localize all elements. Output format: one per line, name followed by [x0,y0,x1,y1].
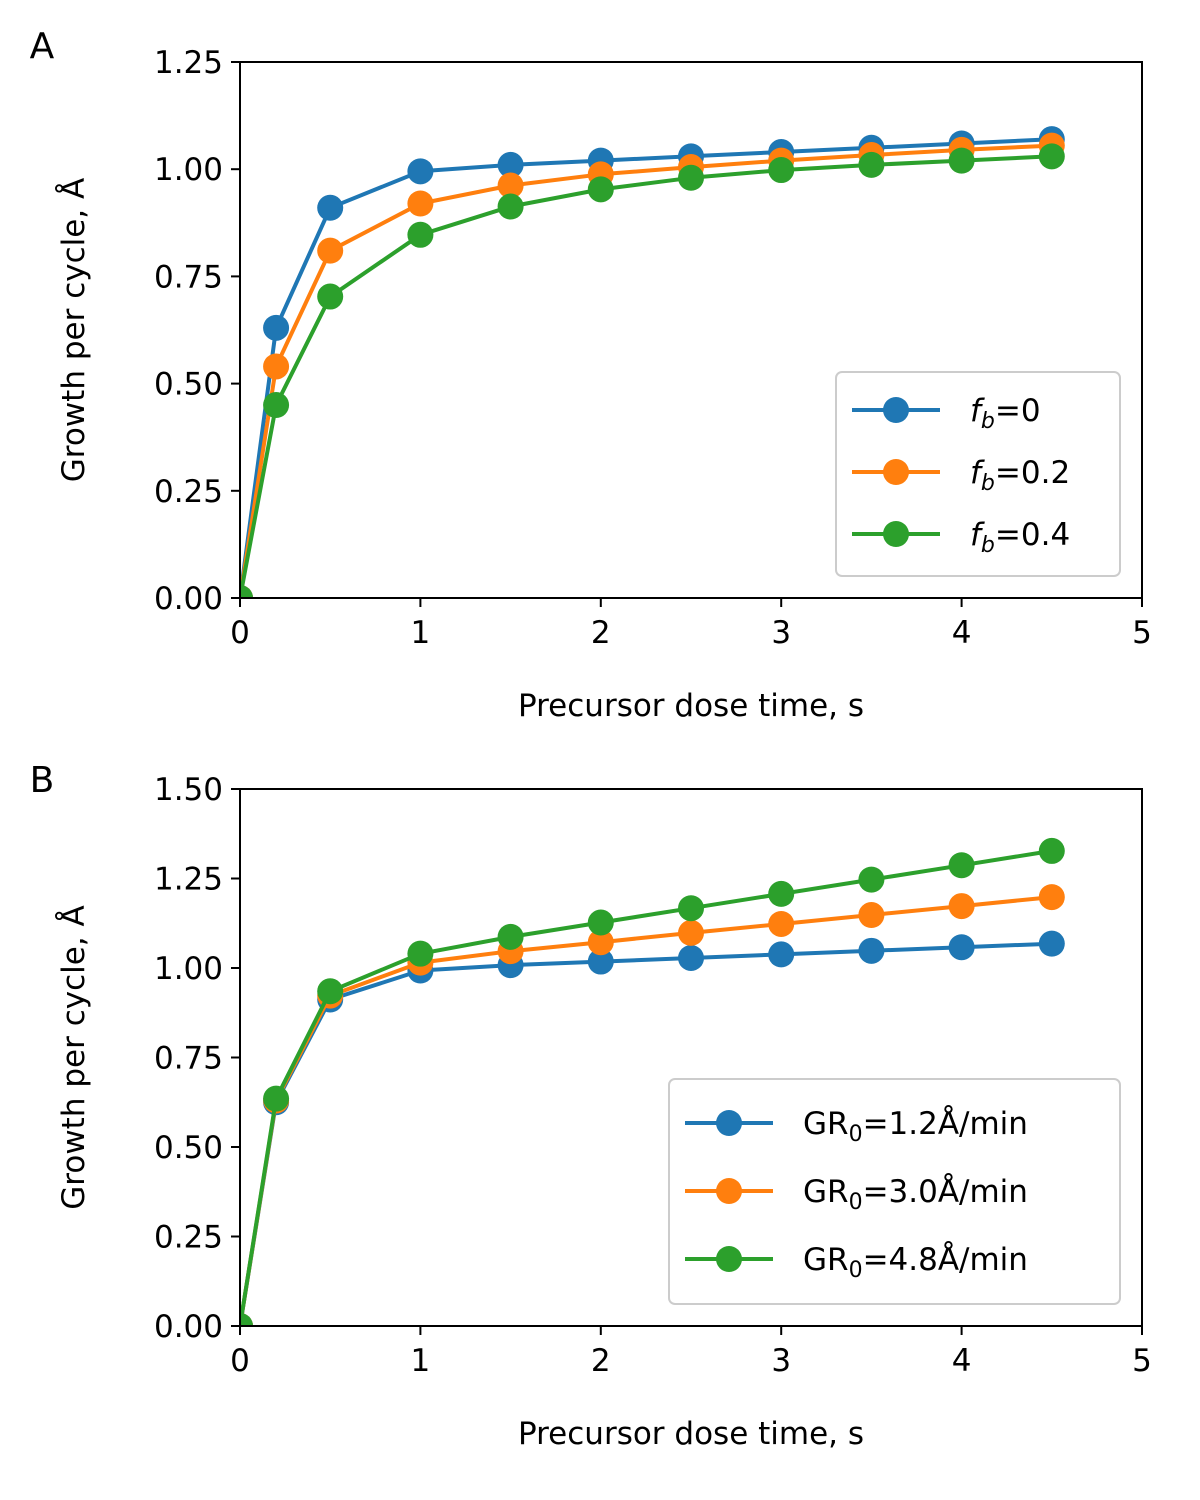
legend-marker [883,397,909,423]
x-tick-label: 5 [1132,615,1152,651]
legend-label: GR0=4.8Å/min [803,1242,1028,1283]
plot-area [240,126,1065,598]
x-tick-label: 1 [411,615,431,651]
y-tick-label: 0.50 [154,367,223,403]
y-tick-label: 0.00 [154,581,223,617]
legend-box [835,371,1121,577]
x-tick-label: 5 [1132,1343,1152,1379]
legend-marker [883,459,909,485]
data-point [768,941,795,968]
x-tick-label: 2 [591,1343,611,1379]
x-tick-label: 2 [591,615,611,651]
data-point [678,944,704,971]
data-point [858,866,885,893]
panel-label-b: B [30,760,55,801]
data-point [263,392,290,419]
legend-label: fb=0.2 [970,455,1070,496]
x-axis-title: Precursor dose time, s [518,688,864,724]
data-point [317,978,344,1005]
y-tick-label: 1.50 [154,772,223,808]
data-point [678,919,704,946]
data-point [1038,884,1065,911]
legend-label: GR0=1.2Å/min [803,1106,1028,1147]
y-tick-label: 0.75 [154,1041,223,1077]
axes-frame [239,788,1143,1327]
x-tick-label: 0 [230,1343,250,1379]
legend-marker [716,1246,742,1272]
data-point [407,940,434,967]
data-point [587,909,614,936]
data-point [1038,930,1065,957]
panel-b: B 0 1 2 3 4 5 0.00 0.25 0.50 0.75 1.00 1.25 1.50 Precu… [30,760,1152,1452]
panel-label-a: A [30,26,55,67]
data-point [317,283,344,310]
data-point [240,585,253,598]
data-point [768,157,795,184]
y-axis-title: Growth per cycle, Å [56,178,92,482]
data-point [263,353,290,380]
data-point [858,902,885,929]
data-point [1038,837,1065,864]
x-tick-label: 4 [952,615,972,651]
plot-area [240,837,1065,1326]
data-point [948,147,975,174]
data-point [407,190,434,217]
data-point [948,893,975,920]
y-tick-label: 1.00 [154,951,223,987]
data-point [317,237,344,264]
data-point [678,164,704,191]
y-tick-label: 1.00 [154,152,223,188]
data-point [497,193,524,220]
legend-label: fb=0 [970,393,1041,434]
data-point [263,314,290,341]
y-tick-label: 1.25 [154,45,223,81]
data-point [497,923,524,950]
x-tick-label: 3 [771,615,791,651]
data-point [768,880,795,907]
x-tick-label: 3 [771,1343,791,1379]
data-point [858,937,885,964]
data-point [1038,143,1065,170]
x-tick-label: 4 [952,1343,972,1379]
panel-a: A 0 1 2 3 4 5 0.00 0.25 0.50 0.75 1.00 1.25 Precursor… [30,26,1152,724]
y-tick-label: 1.25 [154,862,223,898]
legend-box [668,1078,1121,1305]
data-point [948,934,975,961]
axes-frame [239,61,1143,599]
data-point [497,151,524,178]
y-tick-label: 0.25 [154,1220,223,1256]
data-point [497,172,524,199]
data-point [858,151,885,178]
legend-label: GR0=3.0Å/min [803,1174,1028,1215]
y-axis-title: Growth per cycle, Å [56,905,92,1209]
data-point [240,1313,253,1326]
data-point [948,852,975,879]
data-point [587,948,614,975]
x-tick-label: 0 [230,615,250,651]
data-point [407,158,434,185]
data-point [678,895,704,922]
legend-marker [883,521,909,547]
y-tick-label: 0.50 [154,1130,223,1166]
data-point [263,1085,290,1112]
data-point [407,221,434,248]
data-point [587,929,614,956]
y-tick-label: 0.00 [154,1309,223,1345]
y-tick-label: 0.25 [154,474,223,510]
data-point [768,910,795,937]
data-point [317,194,344,221]
x-tick-label: 1 [411,1343,431,1379]
y-tick-label: 0.75 [154,259,223,295]
legend-marker [716,1178,742,1204]
x-axis-title: Precursor dose time, s [518,1416,864,1452]
data-point [587,176,614,203]
legend-marker [716,1110,742,1136]
